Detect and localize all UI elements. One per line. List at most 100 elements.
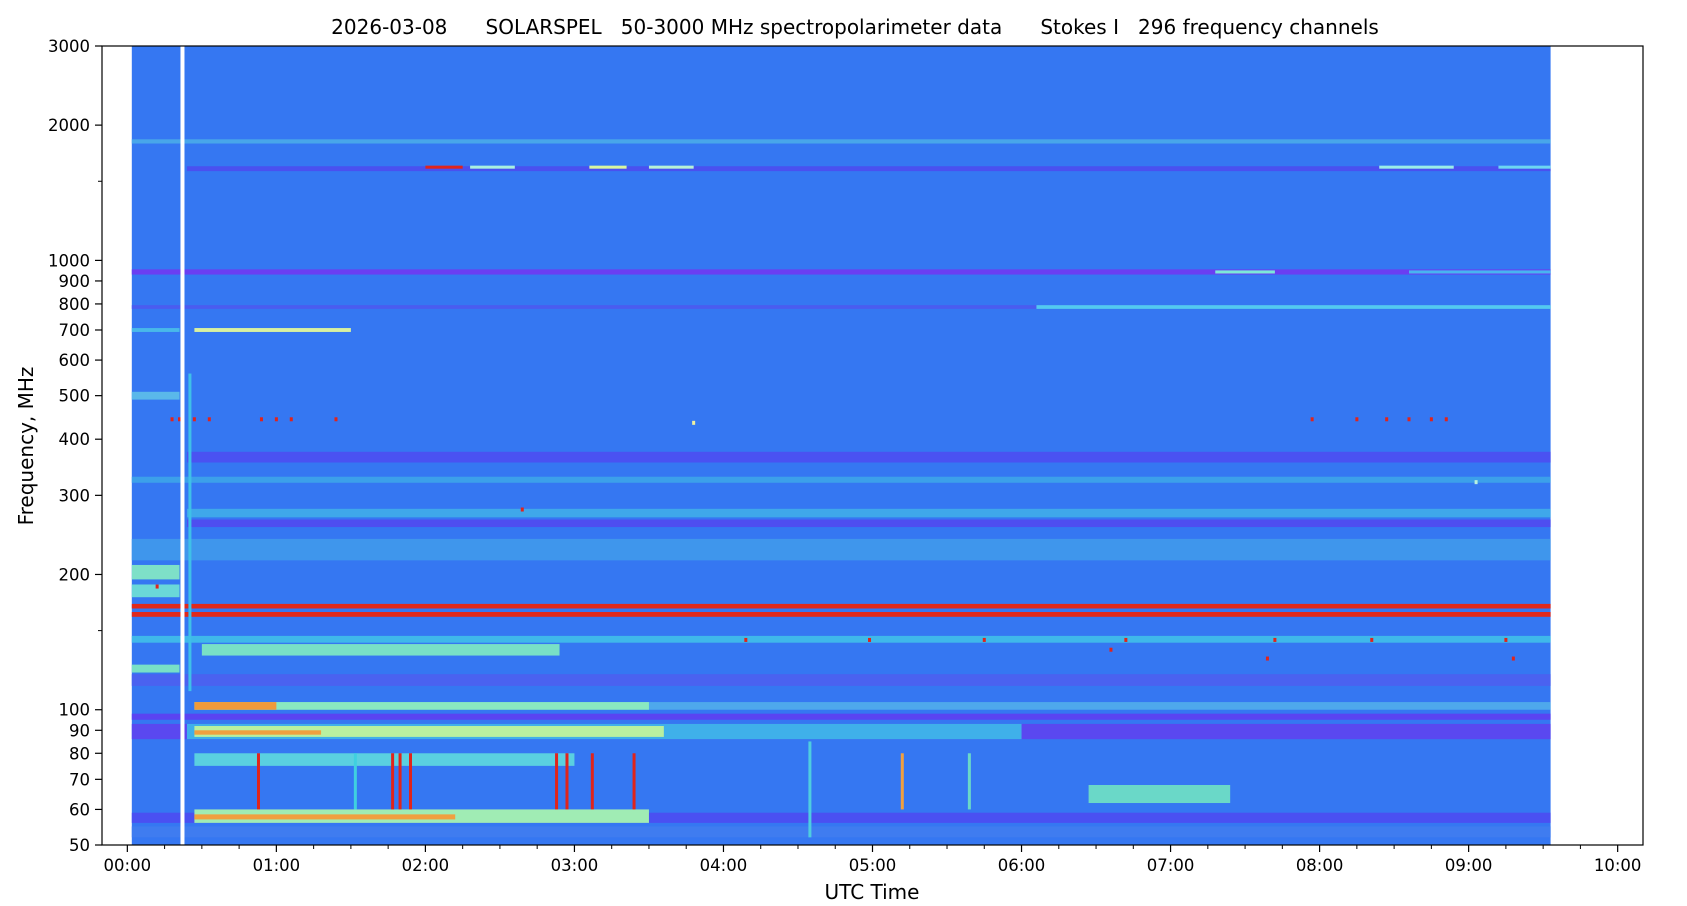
radio-burst xyxy=(808,741,812,838)
plot-area xyxy=(131,46,1551,845)
data-point xyxy=(289,417,293,422)
data-point xyxy=(1273,637,1277,642)
emission-band xyxy=(131,476,1551,483)
radio-burst xyxy=(590,753,594,810)
y-tick-label: 300 xyxy=(59,486,91,505)
emission-band xyxy=(131,674,1551,686)
data-point xyxy=(177,417,181,422)
data-point xyxy=(1385,417,1389,422)
emission-band xyxy=(194,702,277,710)
x-tick-label: 10:00 xyxy=(1594,856,1642,875)
data-point xyxy=(1407,417,1411,422)
y-tick-label: 700 xyxy=(59,321,91,340)
emission-band xyxy=(194,328,351,332)
y-tick-label: 900 xyxy=(59,272,91,291)
emission-band xyxy=(201,644,560,656)
emission-band xyxy=(1379,165,1454,169)
x-axis: 00:00 01:00 02:00 03:00 04:00 05:00 06:00 07:00… xyxy=(104,845,1642,875)
emission-band xyxy=(1498,165,1551,169)
radio-burst xyxy=(188,373,192,692)
emission-band xyxy=(1036,305,1551,309)
x-tick-label: 07:00 xyxy=(1147,856,1195,875)
emission-band xyxy=(194,730,322,735)
emission-band xyxy=(194,726,664,737)
emission-band xyxy=(131,612,1551,617)
data-point xyxy=(744,637,748,642)
emission-band xyxy=(1088,784,1231,804)
data-point xyxy=(1355,417,1359,422)
emission-band xyxy=(194,814,456,820)
data-point xyxy=(1124,637,1128,642)
radio-burst xyxy=(565,753,569,810)
data-point xyxy=(1310,417,1314,422)
y-tick-label: 3000 xyxy=(48,37,90,56)
data-point xyxy=(170,417,174,422)
emission-band xyxy=(131,713,1551,720)
x-tick-label: 09:00 xyxy=(1445,856,1493,875)
x-tick-label: 06:00 xyxy=(998,856,1046,875)
data-point xyxy=(1429,417,1433,422)
radio-burst xyxy=(967,753,971,810)
x-tick-label: 08:00 xyxy=(1296,856,1344,875)
emission-band xyxy=(131,538,1551,561)
emission-band xyxy=(1409,270,1551,274)
data-point xyxy=(1474,480,1478,485)
radio-burst xyxy=(256,753,260,810)
data-point xyxy=(274,417,278,422)
emission-band xyxy=(131,269,1551,275)
emission-band xyxy=(131,328,180,332)
y-tick-label: 50 xyxy=(69,836,90,855)
emission-band xyxy=(194,702,649,710)
y-tick-label: 1000 xyxy=(48,251,90,270)
data-point xyxy=(1370,637,1374,642)
x-tick-label: 01:00 xyxy=(253,856,301,875)
radio-burst xyxy=(408,753,412,810)
y-tick-label: 200 xyxy=(59,565,91,584)
x-tick-label: 00:00 xyxy=(104,856,152,875)
data-point xyxy=(1504,637,1508,642)
emission-band xyxy=(131,826,1551,838)
data-point xyxy=(1109,647,1113,652)
x-tick-label: 05:00 xyxy=(849,856,897,875)
radio-burst xyxy=(555,753,559,810)
data-point xyxy=(1265,656,1269,661)
data-point xyxy=(692,420,696,425)
y-tick-label: 2000 xyxy=(48,116,90,135)
data-point xyxy=(259,417,263,422)
radio-burst xyxy=(391,753,395,810)
y-tick-label: 60 xyxy=(69,800,90,819)
y-tick-label: 70 xyxy=(69,770,90,789)
emission-band xyxy=(186,519,1551,528)
emission-band xyxy=(131,603,1551,609)
emission-band xyxy=(131,664,180,673)
data-point xyxy=(1444,417,1448,422)
y-axis-label: Frequency, MHz xyxy=(14,367,38,526)
emission-band xyxy=(186,166,1551,172)
data-point xyxy=(868,637,872,642)
y-tick-label: 400 xyxy=(59,430,91,449)
data-gap xyxy=(180,46,185,845)
data-point xyxy=(520,507,524,512)
radio-burst xyxy=(398,753,402,810)
emission-band xyxy=(131,584,180,598)
data-point xyxy=(207,417,211,422)
x-tick-label: 04:00 xyxy=(700,856,748,875)
x-tick-label: 03:00 xyxy=(551,856,599,875)
x-tick-label: 02:00 xyxy=(402,856,450,875)
y-tick-label: 800 xyxy=(59,295,91,314)
emission-band xyxy=(131,305,1551,309)
data-point xyxy=(334,417,338,422)
emission-band xyxy=(131,564,180,580)
emission-band xyxy=(425,165,463,169)
emission-band xyxy=(186,508,1551,518)
data-point xyxy=(982,637,986,642)
x-axis-label: UTC Time xyxy=(825,880,920,904)
emission-band xyxy=(194,702,1551,710)
data-point xyxy=(155,584,159,589)
radio-burst xyxy=(632,753,636,810)
emission-band xyxy=(186,451,1551,463)
emission-band xyxy=(470,165,515,169)
emission-band xyxy=(648,165,694,169)
y-tick-label: 100 xyxy=(59,701,91,720)
